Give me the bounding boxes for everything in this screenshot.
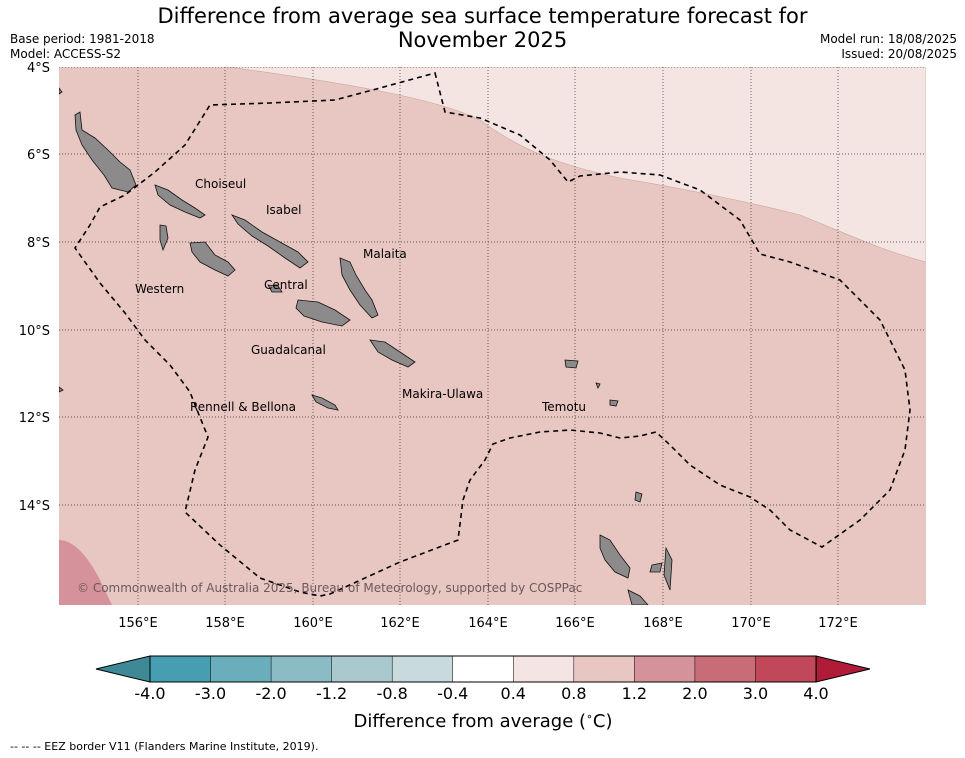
lat-label: 14°S (19, 499, 50, 514)
vanuatu-island-1 (599, 534, 631, 579)
map-title-line2: November 2025 (397, 28, 568, 52)
guadalcanal-island (295, 299, 351, 327)
eez-footnote: -- -- -- EEZ border V11 (Flanders Marine… (10, 740, 319, 753)
colorbar-tick-label: 3.0 (743, 684, 768, 703)
vanuatu-island-5 (634, 491, 643, 503)
lat-label: 4°S (27, 61, 50, 76)
lon-label: 172°E (818, 616, 858, 631)
left-edge-island (59, 386, 64, 393)
colorbar-tick-label: 0.8 (561, 684, 586, 703)
colorbar-tick-label: 2.0 (682, 684, 707, 703)
latitude-labels: 4°S 6°S 8°S 10°S 12°S 14°S (19, 61, 50, 514)
colorbar-segment (391, 655, 454, 683)
lon-label: 158°E (205, 616, 245, 631)
colorbar-segment (270, 655, 333, 683)
lon-label: 160°E (293, 616, 333, 631)
region-label-guadalcanal: Guadalcanal (251, 343, 326, 357)
map-title-line1: Difference from average sea surface temp… (157, 4, 808, 28)
choiseul-east-island (154, 184, 206, 219)
new-georgia-island (189, 241, 236, 277)
lat-label: 6°S (27, 148, 50, 163)
colorbar-segment (755, 655, 817, 683)
lon-label: 162°E (380, 616, 420, 631)
longitude-labels: 156°E 158°E 160°E 162°E 164°E 166°E 168°… (118, 616, 858, 631)
lat-label: 8°S (27, 236, 50, 251)
vella-lavella-island (159, 224, 169, 252)
vanuatu-island-2 (627, 589, 649, 605)
colorbar-segment (694, 655, 757, 683)
vanuatu-island-3 (649, 562, 663, 573)
region-label-isabel: Isabel (266, 203, 301, 217)
colorbar-tick-label: -2.0 (255, 684, 286, 703)
region-label-makira-ulawa: Makira-Ulawa (402, 387, 483, 401)
lon-label: 164°E (468, 616, 508, 631)
colorbar-tick-label: -0.8 (377, 684, 408, 703)
choiseul-island (74, 111, 137, 193)
base-period-text: Base period: 1981-2018 (10, 32, 155, 46)
region-label-malaita: Malaita (363, 247, 407, 261)
isabel-island (230, 214, 309, 269)
colorbar-segment (634, 655, 696, 683)
lon-label: 170°E (731, 616, 771, 631)
base-period-info: Base period: 1981-2018 Model: ACCESS-S2 (10, 32, 155, 62)
rennell-island (311, 394, 339, 411)
colorbar-tick-label: -1.2 (316, 684, 347, 703)
malaita-island (339, 257, 379, 319)
makira-island (369, 339, 416, 368)
colorbar-segment (331, 655, 393, 683)
eez-border (74, 72, 911, 597)
lon-label: 168°E (643, 616, 683, 631)
colorbar-tick-label: 1.2 (622, 684, 647, 703)
vanuatu-island-4 (663, 546, 673, 591)
colorbar-segment (452, 655, 515, 683)
lat-label: 12°S (19, 411, 50, 426)
region-label-temotu: Temotu (541, 400, 586, 414)
colorbar-segment (513, 655, 575, 683)
model-run-text: Model run: 18/08/2025 (819, 32, 957, 46)
temotu-island-2 (609, 399, 619, 407)
colorbar-segment (210, 655, 272, 683)
land-masses (59, 87, 673, 605)
colorbar-outline (149, 655, 817, 683)
colorbar-segment (573, 655, 636, 683)
lon-label: 156°E (118, 616, 158, 631)
lon-label: 166°E (555, 616, 595, 631)
colorbar-label: Difference from average (∘C) (353, 710, 612, 732)
issued-text: Issued: 20/08/2025 (841, 47, 957, 61)
temotu-island-1 (564, 359, 579, 369)
colorbar-tick-label: -3.0 (195, 684, 226, 703)
map-panel: Choiseul Isabel Malaita Western Central … (59, 67, 926, 605)
bougainville-edge (59, 87, 63, 95)
colorbar: -4.0 -3.0 -2.0 -1.2 -0.8 -0.4 0.4 0.8 1.2 2.0 3.0 4… (95, 655, 871, 732)
colorbar-tick-label: 0.4 (501, 684, 526, 703)
colorbar-tick-label: -4.0 (134, 684, 165, 703)
model-text: Model: ACCESS-S2 (10, 47, 122, 61)
region-label-central: Central (264, 278, 308, 292)
region-label-choiseul: Choiseul (195, 177, 246, 191)
temotu-island-3 (595, 382, 601, 389)
lat-label: 10°S (19, 324, 50, 339)
colorbar-tick-label: 4.0 (803, 684, 828, 703)
colorbar-tick-label: -0.4 (437, 684, 468, 703)
anomaly-field-1p2-2p0 (59, 540, 112, 605)
anomaly-field-0p4-0p8 (227, 67, 926, 263)
model-run-info: Model run: 18/08/2025 Issued: 20/08/2025 (820, 32, 957, 62)
colorbar-segment (149, 655, 212, 683)
region-label-rennell-bellona: Rennell & Bellona (190, 400, 296, 414)
colorbar-under-arrow (95, 655, 151, 683)
central-island (267, 284, 283, 293)
colorbar-over-arrow (815, 655, 871, 683)
copyright-notice: © Commonwealth of Australia 2025, Bureau… (77, 581, 582, 595)
region-label-western: Western (135, 282, 184, 296)
